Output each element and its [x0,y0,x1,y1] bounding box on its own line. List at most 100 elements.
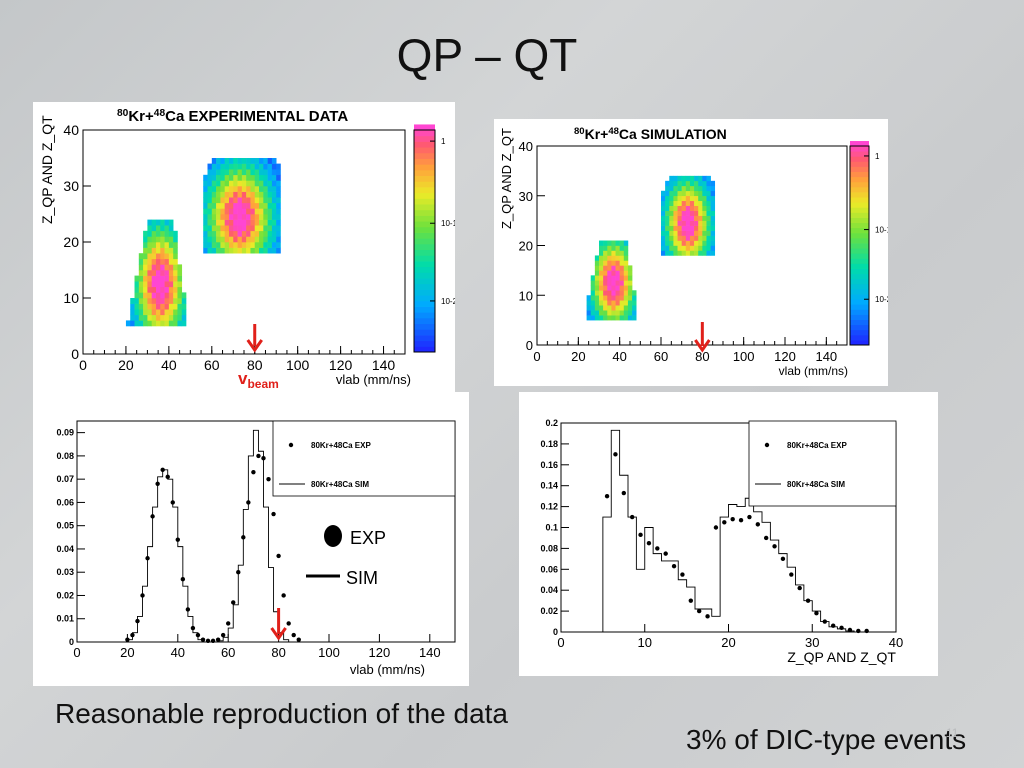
heatmap-cell [681,220,687,226]
heatmap-cell [599,285,604,291]
heatmap-cell [173,258,178,265]
heatmap-cell [216,158,221,164]
heatmap-cell [250,202,256,209]
title-mass-1: 80 [117,108,129,119]
heatmap-cell [623,275,629,281]
caption-left: Reasonable reproduction of the data [55,698,508,729]
heatmap-cell [130,309,135,316]
heatmap-cell [147,270,152,276]
heatmap-cell [203,236,208,243]
heatmap-cell [151,314,157,321]
heatmap-cell [151,230,157,237]
heatmap-cell [164,258,170,265]
heatmap-cell [160,309,165,316]
heatmap-cell [627,265,633,271]
x-tick-label: 0 [79,357,87,373]
heatmap-cell [216,247,221,254]
heatmap-cell [134,314,140,321]
x-tick-label: 140 [419,645,441,660]
heatmap-cell [173,264,178,271]
heatmap-cell [599,305,604,311]
heatmap-cell [673,245,678,251]
heatmap-cell [241,208,247,215]
heatmap-cell [619,250,625,256]
heatmap-cell [619,300,625,306]
heatmap-cell [677,210,682,216]
heatmap-cell [590,285,596,291]
heatmap-cell [710,250,716,256]
heatmap-cell [698,200,703,206]
exp-data-point [170,500,175,505]
heatmap-cell [216,174,221,181]
colorbar-frame [849,145,870,346]
heatmap-cell [632,300,637,306]
heatmap-cell [216,202,221,209]
heatmap-cell [164,230,170,237]
heatmap-cell [594,310,600,316]
heatmap-cell [211,236,217,243]
heatmap-cell [138,270,144,276]
heatmap-cell [254,169,260,176]
heatmap-cell [254,208,260,215]
heatmap-cell [702,225,707,231]
heatmap-cell [259,242,264,248]
heatmap-cell [661,205,666,211]
heatmap-cell [147,320,152,327]
exp-data-point [629,514,635,520]
heatmap-cell [254,236,260,243]
heatmap-cell [669,220,674,226]
exp-data-point [763,535,769,541]
heatmap-cell [681,190,687,197]
heatmap-cell [271,169,277,176]
legend-exp-label: 80Kr+48Ca EXP [311,441,371,450]
heatmap-cell [665,250,670,256]
colorbar-segment [414,300,435,307]
heatmap-cell [216,163,221,170]
heatmap-cell [233,163,238,170]
heatmap-cell [603,310,608,316]
heatmap-cell [134,320,140,327]
colorbar-segment [414,204,435,211]
heatmap-cell [220,202,225,209]
heatmap-cell [130,314,135,321]
heatmap-cell [134,281,140,288]
colorbar-segment [850,304,869,310]
heatmap-cell [254,163,260,170]
heatmap-cell [702,200,707,206]
beam-velocity-arrow [270,608,287,641]
heatmap-cell [665,225,670,231]
heatmap-cell [632,315,637,321]
heatmap-cell [173,247,178,254]
heatmap-cell [155,298,161,304]
heatmap-cell [603,315,608,321]
heatmap-cell [173,230,178,237]
colorbar-segment [414,238,435,245]
heatmap-cell [685,200,691,206]
plot-frame [76,420,456,643]
heatmap-cell [599,250,604,256]
colorbar-segment [850,324,869,331]
heatmap-cell [681,180,687,187]
heatmap-cell [594,290,600,296]
colorbar-segment [850,253,869,259]
heatmap-cell [228,169,234,176]
y-tick-label: 20 [63,234,79,250]
heatmap-cell [627,270,633,276]
legend-exp-marker [288,442,294,448]
heatmap-cell [590,275,596,281]
heatmap-cell [710,205,716,211]
exp-data-point [864,628,869,634]
colorbar-segment [850,186,869,193]
exp-data-point [281,593,286,598]
heatmap-cell [607,315,612,321]
heatmap-cell [237,225,243,232]
y-tick-label: 0.03 [56,567,74,577]
heatmap-cell [254,247,260,254]
heatmap-cell [590,315,596,321]
heatmap-cell [147,253,152,260]
heatmap-cell [125,320,131,327]
heatmap-cell [271,191,277,198]
heatmap-cell [207,236,213,243]
heatmap-cell [181,298,187,304]
heatmap-cell [677,245,682,251]
